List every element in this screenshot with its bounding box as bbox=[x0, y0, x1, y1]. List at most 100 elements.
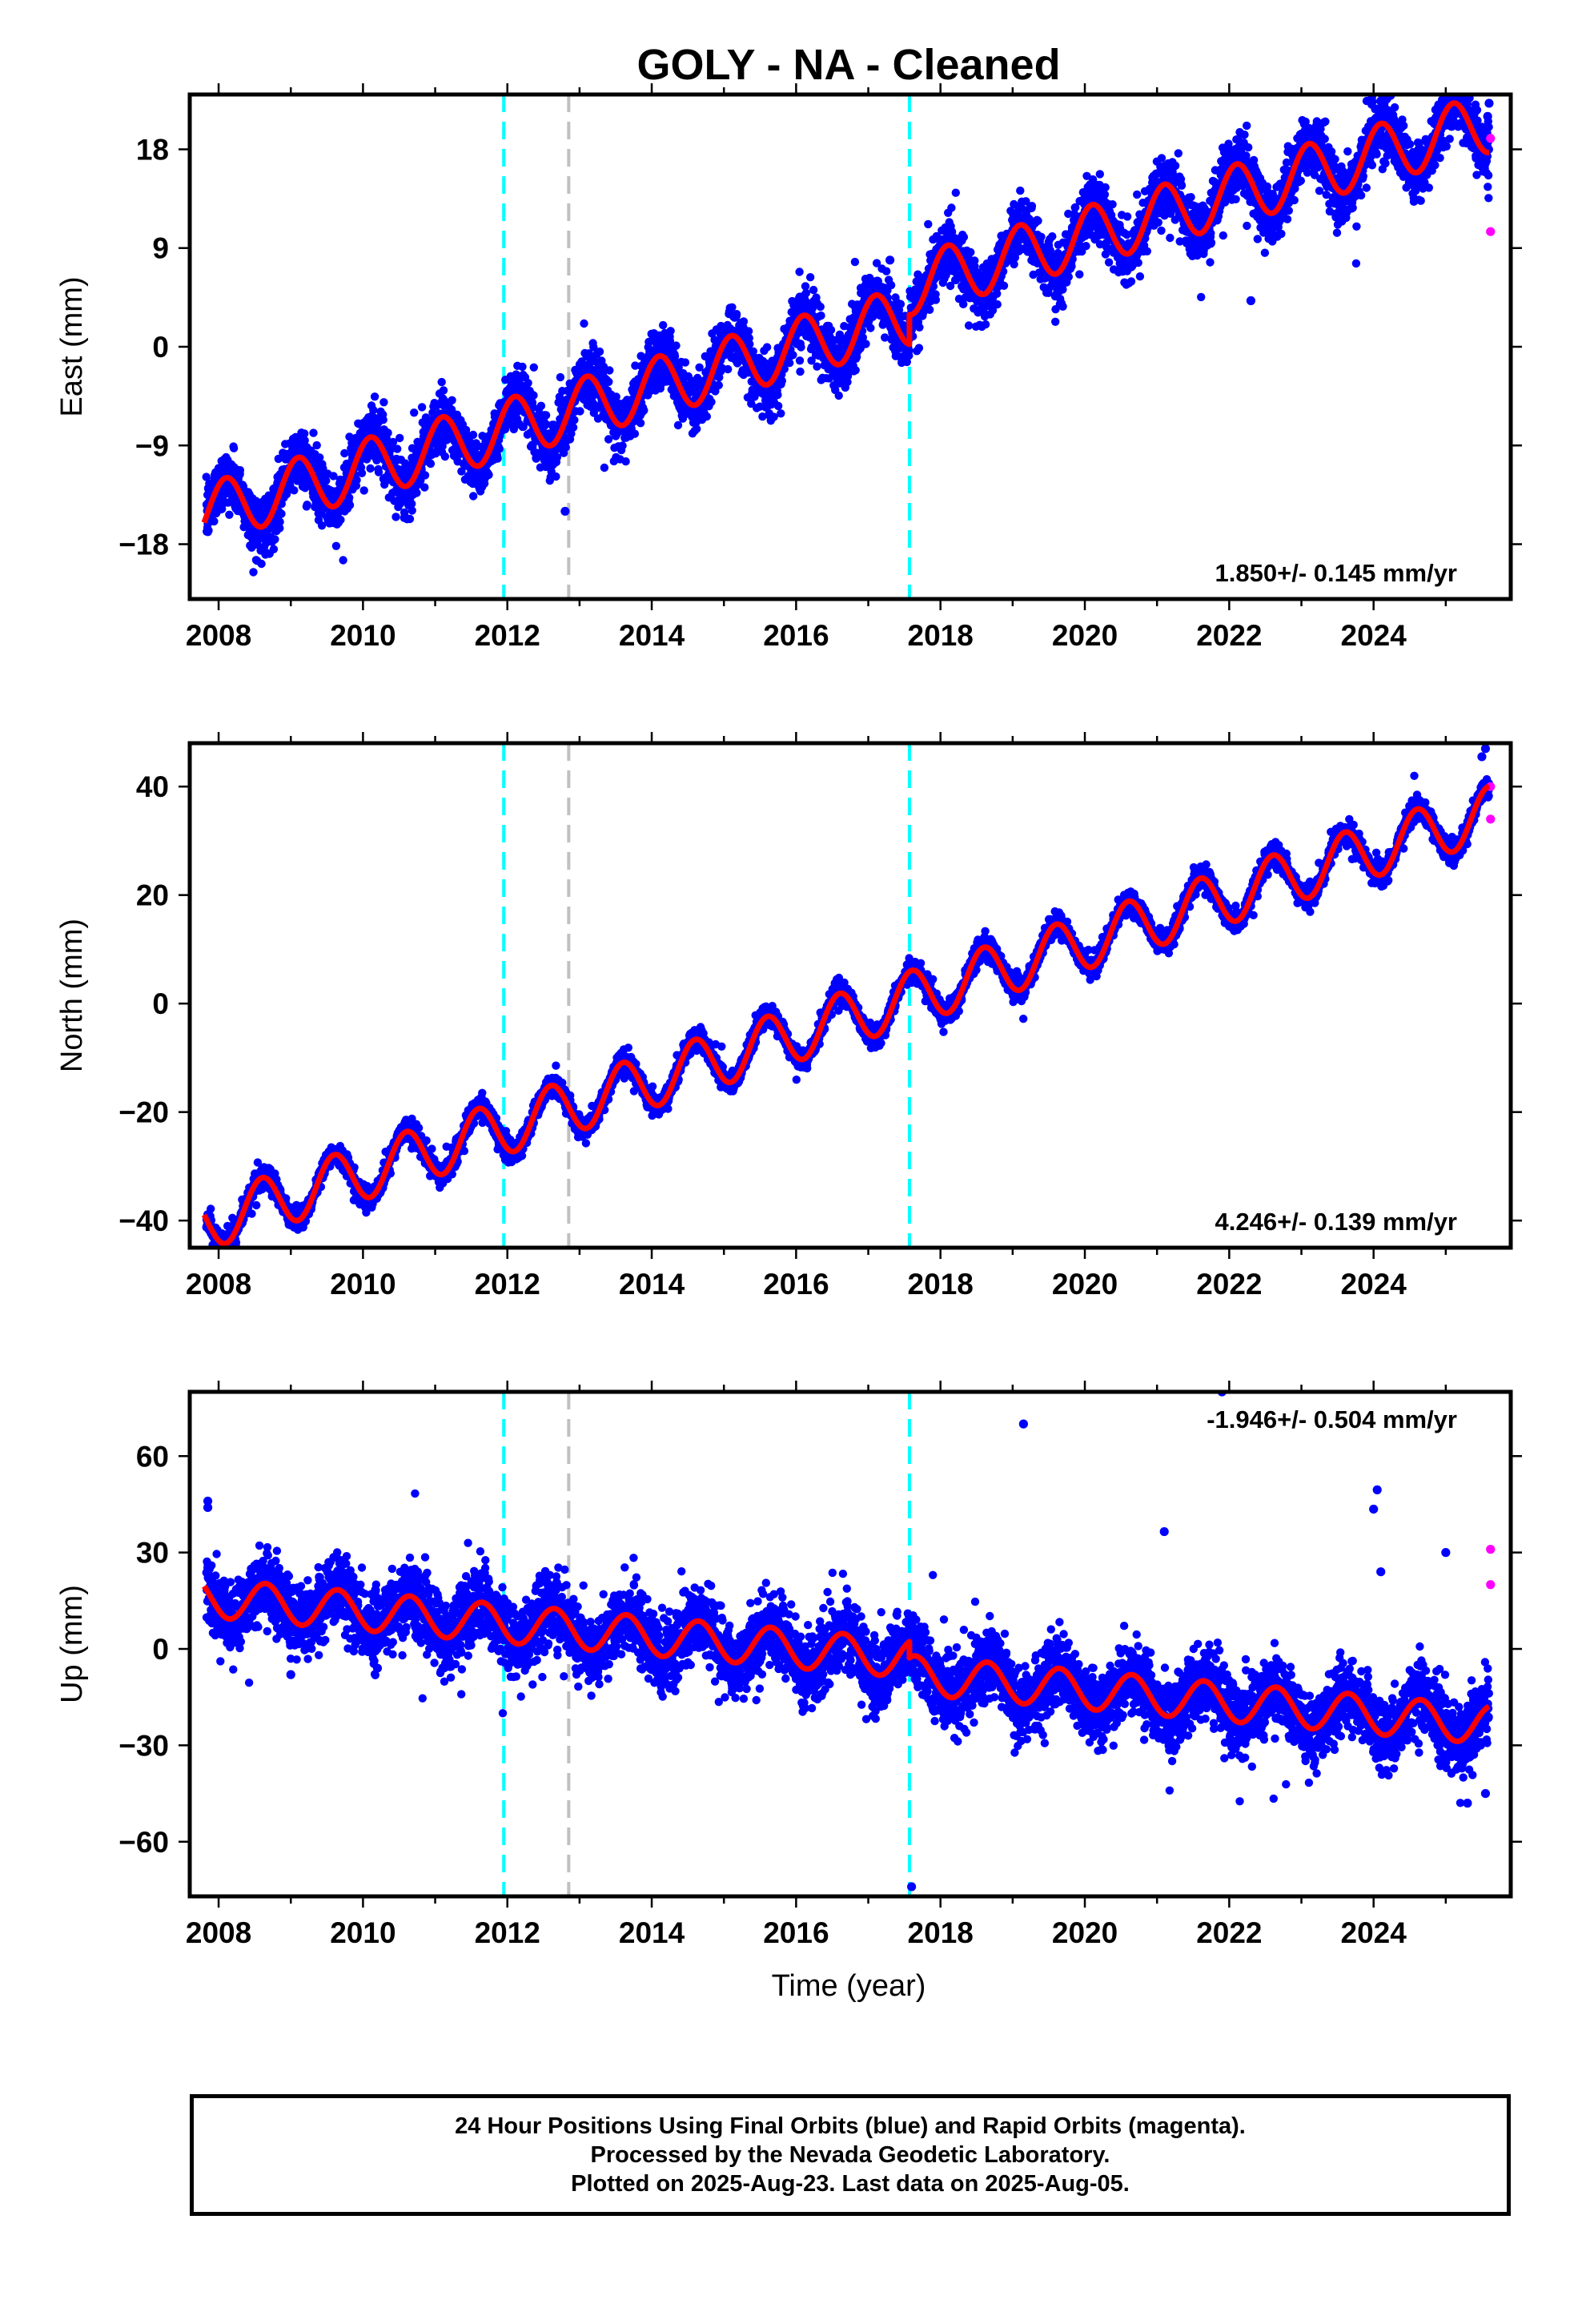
data-point bbox=[659, 320, 668, 330]
data-point bbox=[926, 305, 934, 314]
data-point bbox=[809, 285, 818, 295]
data-point bbox=[322, 476, 331, 485]
data-point bbox=[1157, 154, 1166, 163]
data-point bbox=[785, 359, 794, 368]
data-point bbox=[204, 526, 213, 535]
data-point bbox=[600, 463, 609, 472]
data-point bbox=[370, 392, 379, 401]
data-point bbox=[1058, 302, 1067, 311]
data-point bbox=[612, 392, 620, 401]
data-point bbox=[235, 466, 245, 475]
data-point bbox=[604, 435, 613, 444]
data-point bbox=[309, 428, 318, 437]
data-point bbox=[339, 556, 347, 565]
data-point bbox=[1126, 277, 1136, 286]
data-point bbox=[387, 444, 396, 453]
data-point bbox=[379, 416, 387, 424]
data-point bbox=[329, 472, 338, 480]
data-point bbox=[312, 440, 321, 450]
data-point bbox=[388, 437, 398, 447]
data-point bbox=[249, 568, 258, 577]
data-point bbox=[524, 379, 532, 388]
data-point bbox=[773, 390, 782, 400]
data-point bbox=[1037, 232, 1046, 241]
data-point bbox=[345, 493, 354, 502]
data-point bbox=[552, 472, 560, 481]
data-point bbox=[410, 408, 419, 417]
data-point bbox=[914, 344, 924, 352]
data-point bbox=[580, 319, 588, 328]
data-point bbox=[915, 323, 924, 332]
data-point bbox=[1122, 212, 1132, 221]
data-point bbox=[777, 376, 786, 385]
data-point bbox=[618, 441, 627, 450]
data-point bbox=[724, 364, 733, 374]
data-point bbox=[1104, 258, 1114, 267]
data-point bbox=[666, 327, 675, 336]
data-point bbox=[1135, 272, 1145, 281]
east-panel: 2008 2010 2012 2014 2016 2018 2020 2022 2024−18−… bbox=[55, 83, 1522, 652]
data-point bbox=[290, 486, 299, 495]
data-point bbox=[417, 403, 427, 412]
data-point bbox=[993, 289, 1002, 298]
data-point bbox=[999, 281, 1009, 290]
data-point bbox=[518, 362, 527, 372]
data-point bbox=[275, 517, 284, 526]
data-point bbox=[408, 506, 416, 515]
data-point bbox=[905, 346, 913, 355]
data-point bbox=[605, 366, 614, 375]
data-point bbox=[340, 448, 349, 458]
data-point bbox=[257, 559, 266, 569]
data-point bbox=[1186, 193, 1195, 202]
data-point bbox=[225, 510, 234, 519]
data-point bbox=[412, 489, 421, 497]
data-point bbox=[315, 453, 324, 462]
data-point bbox=[275, 524, 284, 533]
data-point bbox=[993, 300, 1002, 309]
data-point bbox=[529, 391, 538, 400]
data-point bbox=[357, 468, 367, 477]
data-point bbox=[795, 267, 804, 276]
data-point bbox=[693, 424, 701, 433]
data-point bbox=[1095, 170, 1105, 179]
data-point bbox=[426, 459, 436, 468]
data-point bbox=[789, 351, 797, 360]
data-point bbox=[493, 454, 502, 463]
data-point bbox=[1100, 190, 1110, 199]
data-point bbox=[1108, 200, 1117, 209]
data-point bbox=[277, 500, 286, 509]
data-point bbox=[1051, 317, 1060, 326]
data-point bbox=[1133, 190, 1142, 199]
data-point bbox=[640, 406, 648, 415]
data-point bbox=[896, 300, 905, 308]
data-point bbox=[576, 407, 584, 416]
data-point bbox=[271, 535, 279, 544]
data-point bbox=[457, 467, 466, 476]
data-point bbox=[1170, 161, 1180, 171]
data-point bbox=[336, 515, 345, 525]
data-point bbox=[570, 416, 579, 424]
data-point bbox=[274, 454, 283, 464]
data-point bbox=[300, 436, 309, 445]
data-point bbox=[805, 273, 815, 282]
data-point bbox=[393, 444, 402, 453]
data-point bbox=[303, 501, 311, 509]
data-point bbox=[866, 324, 875, 332]
data-point bbox=[672, 341, 681, 350]
data-point bbox=[773, 401, 783, 411]
data-point bbox=[795, 356, 805, 365]
data-point bbox=[817, 311, 825, 320]
data-point bbox=[816, 302, 825, 312]
data-point bbox=[556, 372, 565, 382]
data-point bbox=[345, 501, 355, 509]
data-point bbox=[1016, 186, 1025, 195]
data-point bbox=[468, 430, 478, 440]
data-point bbox=[1134, 258, 1142, 267]
data-point bbox=[408, 499, 416, 509]
data-point bbox=[379, 398, 388, 407]
data-point bbox=[801, 288, 811, 298]
data-point bbox=[621, 457, 630, 466]
data-point bbox=[420, 471, 430, 480]
data-point bbox=[796, 367, 805, 376]
